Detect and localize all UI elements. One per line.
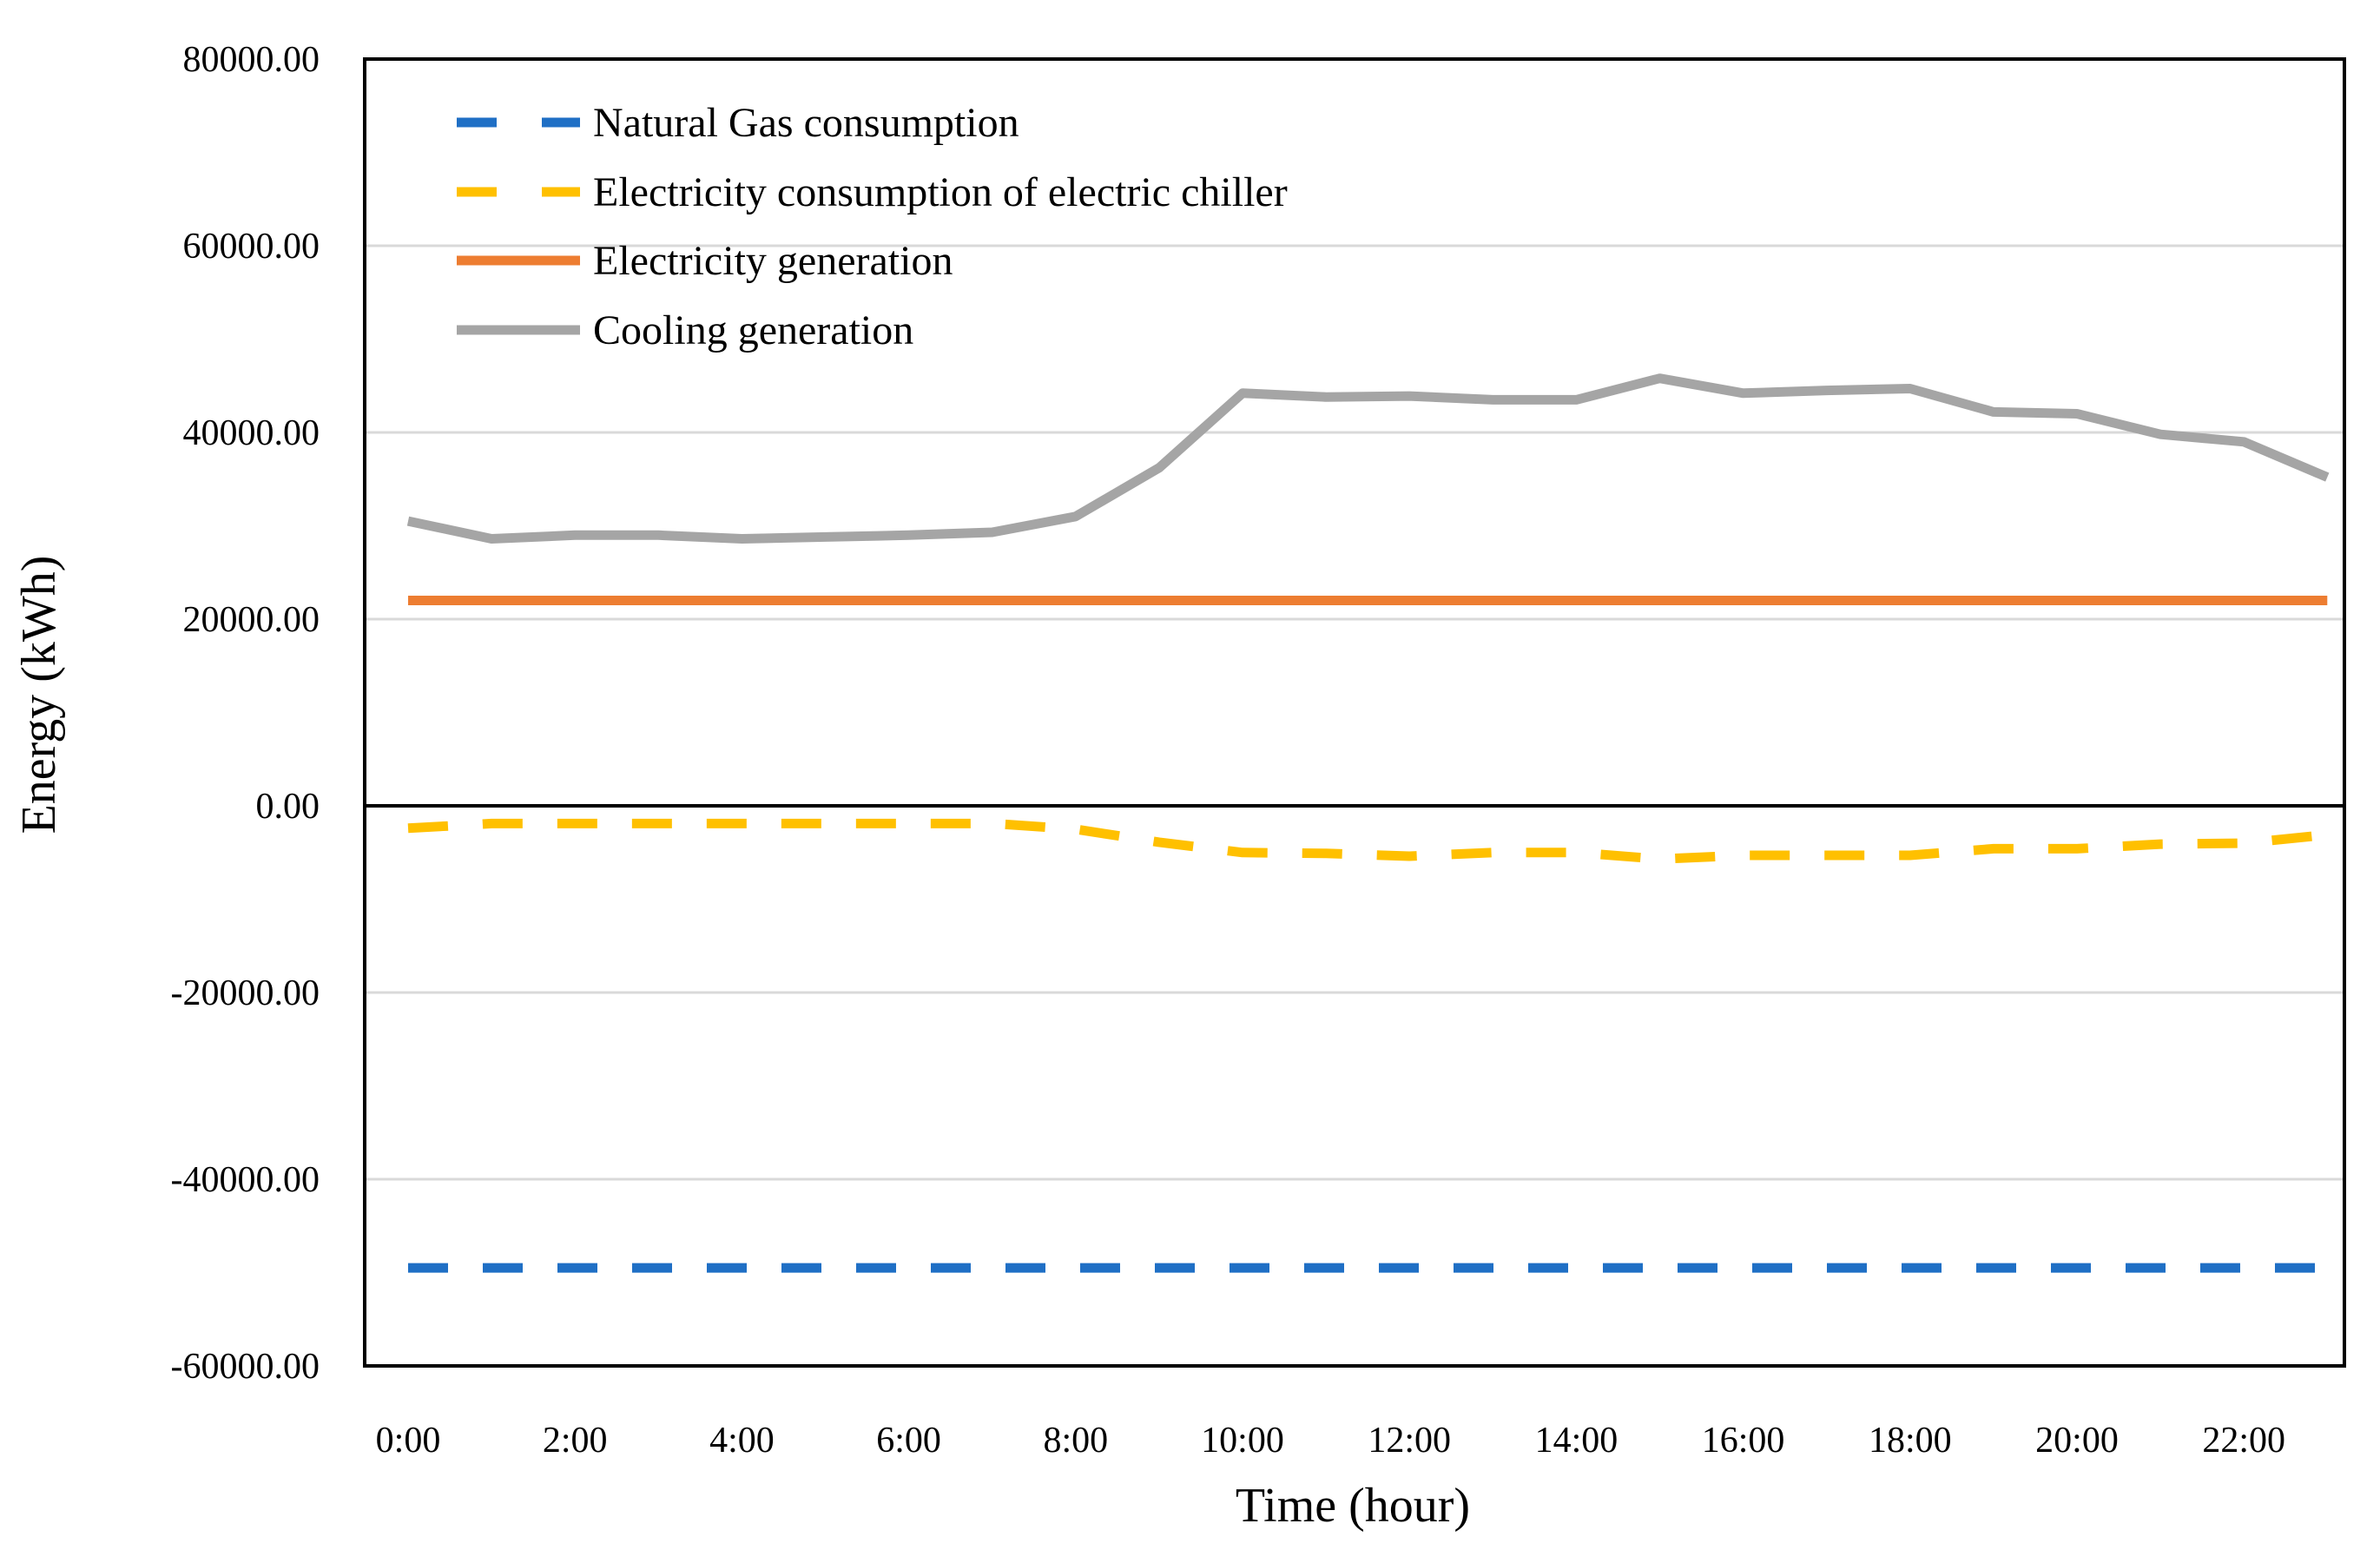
legend-label: Cooling generation xyxy=(593,307,913,353)
y-tick-label: 0.00 xyxy=(256,787,320,827)
x-tick-label: 16:00 xyxy=(1702,1421,1785,1461)
y-tick-label: -20000.00 xyxy=(171,973,320,1013)
x-tick-label: 20:00 xyxy=(2035,1421,2119,1461)
legend-label: Electricity generation xyxy=(593,238,953,284)
y-tick-label: 80000.00 xyxy=(183,40,320,80)
x-tick-label: 10:00 xyxy=(1201,1421,1284,1461)
x-tick-label: 12:00 xyxy=(1368,1421,1451,1461)
y-tick-label: 20000.00 xyxy=(183,600,320,640)
y-axis-title: Energy (kWh) xyxy=(12,556,66,834)
series-layer xyxy=(406,373,2330,1273)
x-axis-tick-labels: 0:00 2:00 4:00 6:00 8:00 10:00 12:00 14:00 16:00… xyxy=(376,1421,2285,1461)
x-tick-label: 14:00 xyxy=(1535,1421,1619,1461)
x-tick-label: 18:00 xyxy=(1869,1421,1952,1461)
y-tick-label: 60000.00 xyxy=(183,227,320,267)
x-tick-label: 2:00 xyxy=(543,1421,608,1461)
x-tick-label: 22:00 xyxy=(2202,1421,2285,1461)
x-tick-label: 4:00 xyxy=(709,1421,775,1461)
legend-label: Electricity consumption of electric chil… xyxy=(593,169,1288,215)
x-tick-label: 8:00 xyxy=(1043,1421,1108,1461)
plot-area-frame xyxy=(363,57,2346,1368)
x-axis-title: Time (hour) xyxy=(1236,1479,1470,1533)
x-tick-label: 0:00 xyxy=(376,1421,441,1461)
x-tick-label: 6:00 xyxy=(876,1421,941,1461)
series-line-4 xyxy=(406,373,2330,544)
series-line-2 xyxy=(407,818,2328,864)
y-tick-label: -40000.00 xyxy=(171,1160,320,1200)
legend-label: Natural Gas consumption xyxy=(593,100,1019,146)
y-tick-label: 40000.00 xyxy=(183,413,320,453)
y-axis-tick-labels: 80000.00 60000.00 40000.00 20000.00 0.00 -200… xyxy=(171,40,320,1387)
gridlines xyxy=(365,244,2344,1181)
y-tick-label: -60000.00 xyxy=(171,1347,320,1387)
legend: Natural Gas consumption Electricity consu… xyxy=(457,100,1288,353)
